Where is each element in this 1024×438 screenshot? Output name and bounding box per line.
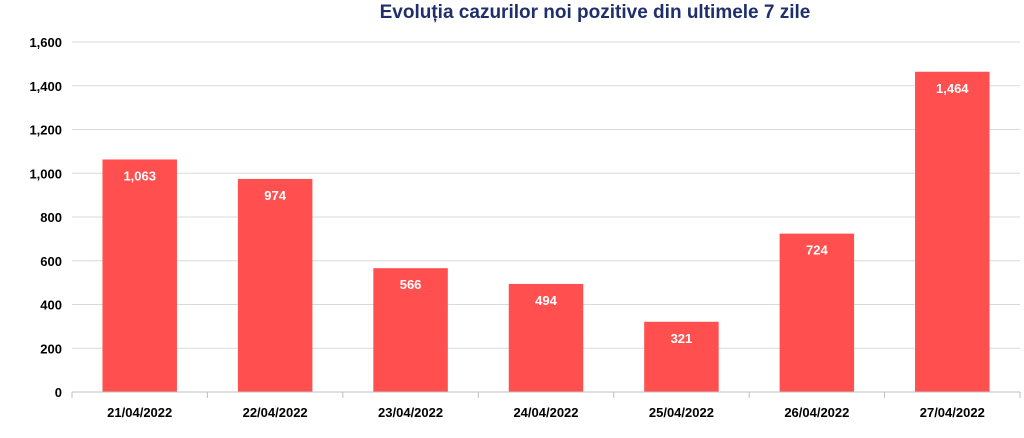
- y-tick-label: 600: [40, 254, 62, 269]
- bar: [779, 233, 855, 392]
- bar: [508, 283, 584, 392]
- x-axis: 21/04/2022 22/04/2022 23/04/2022 24/04/2022…: [71, 391, 1021, 420]
- bar: [102, 159, 177, 392]
- data-label: 974: [264, 188, 286, 203]
- y-tick-label: 1,000: [29, 166, 62, 181]
- bar: [373, 268, 448, 392]
- x-tick-label: 25/04/2022: [649, 405, 714, 420]
- bar: [644, 321, 719, 392]
- x-tick-label: 22/04/2022: [243, 405, 308, 420]
- chart-title: Evoluția cazurilor noi pozitive din ulti…: [379, 2, 811, 23]
- y-tick-label: 1,400: [29, 79, 62, 94]
- y-tick-label: 1,200: [29, 123, 62, 138]
- y-tick-label: 1,600: [29, 35, 62, 50]
- bar: [915, 71, 990, 392]
- data-label: 321: [671, 331, 693, 346]
- y-tick-label: 0: [55, 385, 62, 400]
- y-tick-label: 400: [40, 298, 62, 313]
- data-label: 1,464: [936, 81, 969, 96]
- y-axis: 0 200 400 600 800 1,000 1,200 1,400 1,600: [29, 35, 62, 400]
- x-tick-label: 21/04/2022: [107, 405, 172, 420]
- bars: 1,063 974 566 494 321 724 1,464: [102, 71, 990, 392]
- data-label: 494: [535, 293, 557, 308]
- y-tick-label: 800: [40, 210, 62, 225]
- y-tick-label: 200: [40, 341, 62, 356]
- data-label: 566: [400, 277, 422, 292]
- x-tick-label: 26/04/2022: [784, 405, 849, 420]
- x-tick-label: 27/04/2022: [920, 405, 985, 420]
- data-label: 724: [806, 243, 828, 258]
- data-label: 1,063: [123, 168, 156, 183]
- bar: [237, 178, 313, 392]
- x-tick-label: 23/04/2022: [378, 405, 443, 420]
- x-tick-label: 24/04/2022: [513, 405, 578, 420]
